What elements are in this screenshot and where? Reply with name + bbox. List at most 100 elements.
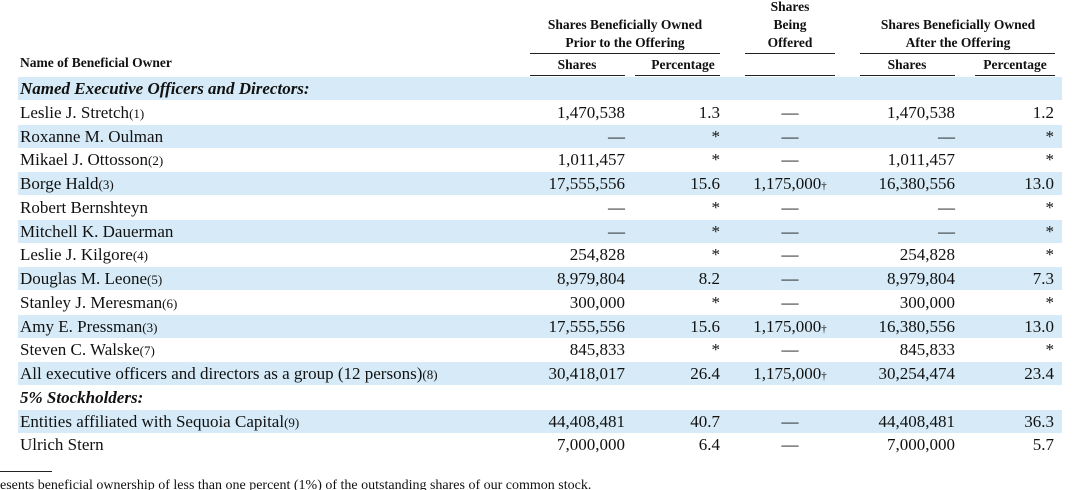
row-band: [18, 124, 1062, 148]
sub-header: Percentage: [651, 57, 715, 72]
value-cell: 1.3: [698, 102, 720, 122]
footnote-ref: (4): [132, 248, 149, 264]
section-title: Named Executive Officers and Directors:: [20, 79, 310, 98]
value-cell: *: [1045, 221, 1055, 241]
footnote-ref: (2): [147, 153, 164, 169]
row-band: [18, 219, 1062, 243]
group-header: After the Offering: [905, 35, 1011, 50]
value-cell: 15.6: [690, 316, 720, 336]
value-cell: —: [938, 126, 955, 146]
value-cell: —: [938, 197, 955, 217]
value-cell: 845,833: [569, 340, 625, 360]
dagger: †: [821, 322, 827, 335]
offered-cell: —: [740, 243, 840, 266]
owner-name: Robert Bernshteyn: [20, 196, 148, 219]
name-text: Amy E. Pressman: [20, 316, 143, 336]
header-rule: [530, 53, 720, 54]
name-text: Leslie J. Stretch: [20, 102, 130, 122]
cell-text: —: [781, 197, 799, 217]
value-cell: 8,979,804: [557, 269, 625, 288]
cell-text: —: [781, 102, 799, 122]
owner-name: Steven C. Walske(7): [20, 338, 155, 362]
value-cell: 26.4: [690, 364, 720, 383]
name-text: Mikael J. Ottosson: [20, 150, 148, 170]
section-title: 5% Stockholders:: [20, 387, 144, 407]
cell-text: —: [781, 435, 799, 455]
header-rule: [975, 75, 1055, 76]
cell-text: —: [781, 126, 799, 146]
owner-name: Entities affiliated with Sequoia Capital…: [20, 410, 299, 434]
group-header: Being: [773, 17, 807, 32]
value-cell: *: [711, 292, 721, 312]
value-cell: 23.4: [1024, 364, 1054, 383]
cell-text: 1,175,000: [753, 316, 822, 336]
value-cell: 845,833: [899, 340, 955, 360]
offered-cell: —: [740, 291, 840, 314]
value-cell: —: [938, 221, 955, 241]
owner-name: Roxanne M. Oulman: [20, 125, 163, 148]
value-cell: *: [711, 126, 721, 146]
header-rule: [635, 75, 720, 76]
name-text: Roxanne M. Oulman: [20, 126, 164, 146]
cell-text: 1,175,000: [753, 364, 822, 383]
value-cell: 17,555,556: [548, 174, 626, 193]
offered-cell: —: [740, 125, 840, 148]
group-header: Shares Beneficially Owned: [880, 17, 1036, 32]
value-cell: —: [608, 221, 625, 241]
value-cell: *: [1045, 245, 1055, 265]
row-band: [18, 267, 1062, 290]
row-band: [18, 77, 1062, 100]
cell-text: —: [781, 340, 799, 360]
footnote-ref: (6): [162, 295, 178, 311]
value-cell: —: [608, 197, 625, 217]
offered-cell: —: [740, 196, 840, 219]
value-cell: 1,011,457: [557, 150, 625, 170]
value-cell: 1,470,538: [887, 102, 955, 122]
value-cell: 300,000: [899, 292, 955, 312]
name-text: All executive officers and directors as …: [20, 364, 423, 383]
value-cell: *: [1045, 197, 1055, 217]
footnote-ref: (8): [422, 367, 438, 382]
value-cell: 1,470,538: [557, 102, 625, 122]
header-rule: [860, 53, 1055, 54]
sub-header: Percentage: [983, 57, 1047, 72]
offered-cell: 1,175,000†: [740, 172, 840, 198]
offered-cell: —: [740, 267, 840, 290]
value-cell: 13.0: [1024, 316, 1054, 336]
value-cell: 1.2: [1032, 102, 1054, 122]
footnote-ref: (5): [147, 272, 163, 287]
name-header: Name of Beneficial Owner: [20, 55, 172, 70]
value-cell: —: [608, 126, 625, 146]
owner-name: Borge Hald(3): [20, 172, 114, 196]
group-header: Shares: [770, 0, 810, 14]
offered-cell: 1,175,000†: [740, 362, 840, 388]
cell-text: —: [781, 292, 799, 312]
offered-cell: —: [740, 220, 840, 243]
owner-name: Stanley J. Meresman(6): [20, 291, 177, 315]
row-band: [18, 409, 1062, 433]
value-cell: *: [711, 150, 721, 170]
value-cell: 254,828: [899, 245, 955, 265]
value-cell: 40.7: [690, 411, 720, 431]
offered-cell: —: [740, 410, 840, 433]
group-header: Shares Beneficially Owned: [547, 17, 703, 32]
name-text: Douglas M. Leone: [20, 269, 148, 288]
value-cell: *: [1045, 340, 1055, 360]
value-cell: *: [711, 245, 721, 265]
value-cell: 15.6: [690, 174, 720, 193]
value-cell: 6.4: [698, 435, 720, 455]
cell-text: —: [781, 221, 799, 241]
cell-text: —: [781, 269, 799, 288]
value-cell: 7.3: [1032, 269, 1054, 288]
footnote-ref: (3): [142, 319, 158, 335]
owner-name: Mikael J. Ottosson(2): [20, 148, 163, 172]
value-cell: 16,380,556: [878, 174, 956, 193]
name-text: Robert Bernshteyn: [20, 197, 148, 217]
footnote: esents beneficial ownership of less than…: [0, 478, 592, 490]
value-cell: 8.2: [698, 269, 720, 288]
name-text: Stanley J. Meresman: [20, 292, 163, 312]
owner-name: Leslie J. Kilgore(4): [20, 243, 148, 267]
dagger: †: [821, 180, 827, 192]
cell-text: —: [781, 245, 799, 265]
